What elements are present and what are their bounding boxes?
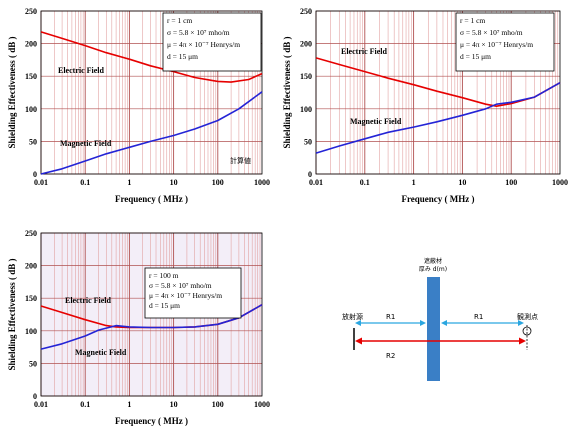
x-tick-label: 0.01	[34, 178, 48, 187]
shield-label-thickness: 厚み d(m)	[419, 266, 447, 273]
y-tick-label: 0	[33, 392, 37, 401]
shield-plate	[427, 277, 440, 381]
chart-bottom-left: 0.01 0.1 1 10 100 1000 0 50 100 150 200 250 Frequen…	[7, 229, 270, 426]
x-tick-label: 1000	[552, 178, 568, 187]
x-tick-label: 1	[127, 400, 131, 409]
param-conductivity: σ = 5.8 × 10⁷ mho/m	[460, 28, 523, 37]
series-label-electric: Electric Field	[58, 66, 105, 75]
chart-top-left: 0.01 0.1 1 10 100 1000 0 50 100 150 200 250 Frequen…	[7, 7, 270, 204]
param-radius: r = 100 m	[149, 271, 179, 280]
chart-top-right: 0.01 0.1 1 10 100 1000 0 50 100 150 200 250 Frequen…	[282, 7, 568, 204]
series-electric-field-line	[40, 31, 263, 83]
y-tick-label: 250	[25, 229, 37, 238]
x-tick-label: 100	[505, 178, 517, 187]
parameter-box: r = 1 cm σ = 5.8 × 10⁷ mho/m μ = 4π × 10…	[455, 12, 555, 72]
x-axis-label: Frequency ( MHz )	[115, 416, 188, 426]
series-label-electric: Electric Field	[65, 296, 112, 305]
y-tick-label: 250	[25, 7, 37, 16]
observer-label: 観測点	[517, 312, 538, 321]
y-tick-label: 50	[29, 137, 37, 146]
shield-label-material: 遮蔽材	[424, 257, 442, 265]
observer-point	[522, 326, 532, 336]
x-tick-label: 0.1	[360, 178, 370, 187]
param-radius: r = 1 cm	[460, 16, 485, 25]
param-thickness: d = 15 μm	[167, 52, 198, 61]
series-label-electric: Electric Field	[341, 47, 388, 56]
series-magnetic-field-line	[40, 91, 263, 175]
y-tick-label: 0	[308, 170, 312, 179]
y-tick-label: 150	[25, 294, 37, 303]
y-tick-label: 150	[300, 72, 312, 81]
series-electric-field-line	[315, 57, 561, 107]
x-tick-label: 100	[212, 400, 224, 409]
x-tick-label: 100	[212, 178, 224, 187]
x-tick-label: 0.01	[309, 178, 323, 187]
r1-arrow-left	[355, 320, 426, 326]
y-tick-label: 0	[33, 170, 37, 179]
r1-right-label: R1	[474, 313, 483, 321]
x-tick-label: 1000	[254, 400, 270, 409]
param-permeability: μ = 4π × 10⁻⁷ Henrys/m	[460, 40, 533, 49]
x-tick-label: 10	[170, 178, 178, 187]
y-tick-label: 50	[304, 137, 312, 146]
r2-label: R2	[386, 352, 395, 360]
param-thickness: d = 15 μm	[149, 301, 180, 310]
y-tick-label: 200	[25, 262, 37, 271]
series-label-magnetic: Magnetic Field	[75, 348, 127, 357]
r1-left-label: R1	[386, 313, 395, 321]
parameter-box: r = 100 m σ = 5.8 × 10⁷ mho/m μ = 4π × 1…	[144, 267, 242, 319]
shielding-setup-diagram: 遮蔽材 厚み d(m) 放射源 観測点 R1 R1 R2	[342, 257, 538, 381]
param-conductivity: σ = 5.8 × 10⁷ mho/m	[149, 281, 212, 290]
series-magnetic-field-line	[315, 82, 561, 154]
y-tick-label: 100	[25, 327, 37, 336]
series-label-magnetic: Magnetic Field	[60, 139, 112, 148]
x-tick-label: 10	[458, 178, 466, 187]
x-axis-label: Frequency ( MHz )	[401, 194, 474, 204]
series-magnetic-field-line	[40, 304, 263, 350]
y-axis-label: Shielding Effectiveness ( dB )	[7, 258, 17, 370]
y-tick-label: 150	[25, 72, 37, 81]
y-tick-label: 250	[300, 7, 312, 16]
y-tick-label: 100	[25, 105, 37, 114]
param-permeability: μ = 4π × 10⁻⁷ Henrys/m	[167, 40, 240, 49]
r2-arrow	[355, 337, 526, 345]
param-permeability: μ = 4π × 10⁻⁷ Henrys/m	[149, 291, 222, 300]
y-axis-label: Shielding Effectiveness ( dB )	[7, 36, 17, 148]
r1-arrow-right	[441, 320, 524, 326]
param-conductivity: σ = 5.8 × 10⁷ mho/m	[167, 28, 230, 37]
param-thickness: d = 15 μm	[460, 52, 491, 61]
x-tick-label: 1	[412, 178, 416, 187]
x-tick-label: 1000	[254, 178, 270, 187]
series-label-magnetic: Magnetic Field	[350, 117, 402, 126]
y-tick-label: 100	[300, 105, 312, 114]
x-tick-label: 0.1	[80, 178, 90, 187]
source-label: 放射源	[342, 312, 363, 321]
x-axis-label: Frequency ( MHz )	[115, 194, 188, 204]
x-tick-label: 1	[127, 178, 131, 187]
y-axis-label: Shielding Effectiveness ( dB )	[282, 36, 292, 148]
plot-frame	[40, 232, 263, 397]
y-tick-label: 50	[29, 359, 37, 368]
plot-frame	[315, 10, 561, 175]
parameter-box: r = 1 cm σ = 5.8 × 10⁷ mho/m μ = 4π × 10…	[162, 12, 262, 72]
y-tick-label: 200	[25, 40, 37, 49]
calc-annotation: 計算値	[230, 156, 251, 165]
y-tick-label: 200	[300, 40, 312, 49]
param-radius: r = 1 cm	[167, 16, 192, 25]
x-tick-label: 0.01	[34, 400, 48, 409]
x-tick-label: 0.1	[80, 400, 90, 409]
x-tick-label: 10	[170, 400, 178, 409]
